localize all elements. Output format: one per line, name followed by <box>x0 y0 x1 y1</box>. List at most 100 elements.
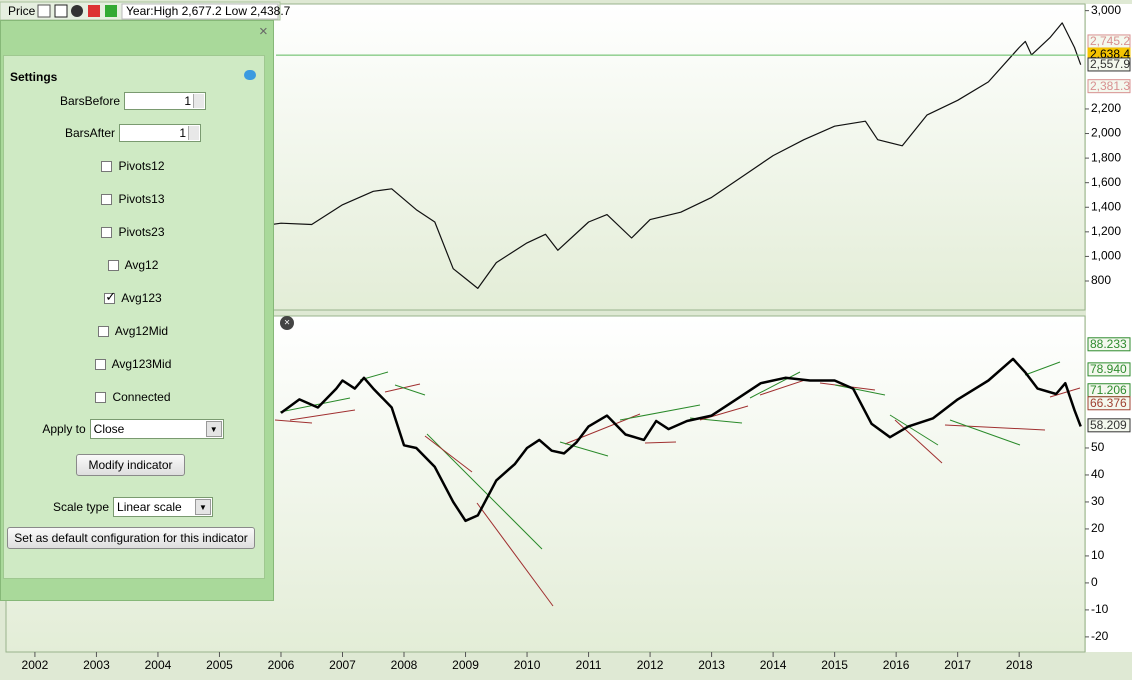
x-tick-label: 2008 <box>391 658 418 672</box>
field-label: BarsBefore <box>59 94 121 108</box>
y-tick-label: 1,800 <box>1091 150 1121 164</box>
checkbox[interactable] <box>101 226 113 238</box>
y-tick-label: 40 <box>1091 467 1105 481</box>
indicator-close[interactable] <box>280 316 294 330</box>
y-tick-label: 20 <box>1091 521 1105 535</box>
value-label: 58.209 <box>1090 418 1127 432</box>
field-row: BarsBefore 1 <box>1 91 265 111</box>
checkbox-row: Avg12Mid <box>1 323 265 339</box>
x-tick-label: 2017 <box>944 658 971 672</box>
checkbox[interactable] <box>101 160 113 172</box>
x-tick-label: 2015 <box>821 658 848 672</box>
value-label: 66.376 <box>1090 396 1127 410</box>
checkbox-row: ✓ Avg123 <box>1 289 265 306</box>
value-axis-area <box>1086 4 1132 652</box>
x-tick-label: 2003 <box>83 658 110 672</box>
panel-close[interactable]: × <box>259 23 268 40</box>
scale-label: Scale type <box>52 500 110 514</box>
toolbar-label: Price <box>8 4 36 18</box>
checkbox[interactable] <box>95 391 107 403</box>
spin-input[interactable]: 1 <box>119 124 201 142</box>
check-mark: ✓ <box>105 288 117 304</box>
checkbox[interactable] <box>107 259 119 271</box>
y-tick-label: 800 <box>1091 273 1111 287</box>
value-label-box <box>1087 337 1131 352</box>
x-tick-label: 2010 <box>514 658 541 672</box>
y-tick-label: -10 <box>1091 602 1109 616</box>
value-label: 2,381.3 <box>1090 79 1130 93</box>
checkbox-row: Pivots23 <box>1 224 265 240</box>
x-tick-label: 2006 <box>268 658 295 672</box>
x-tick-label: 2018 <box>1006 658 1033 672</box>
y-tick-label: 1,000 <box>1091 249 1121 263</box>
value-label: 2,557.9 <box>1090 57 1130 71</box>
checkbox[interactable] <box>94 358 106 370</box>
checkbox-label: Avg12Mid <box>114 324 169 338</box>
indicator-close-x: × <box>284 318 290 329</box>
y-tick-label: -20 <box>1091 629 1109 643</box>
y-tick-label: 3,000 <box>1091 3 1121 17</box>
up-icon[interactable] <box>105 5 117 17</box>
checkbox-label: Avg12 <box>124 258 159 272</box>
checkbox[interactable] <box>97 325 109 337</box>
y-tick-label: 30 <box>1091 494 1105 508</box>
value-label-box <box>1087 362 1131 377</box>
x-tick-label: 2004 <box>145 658 172 672</box>
settings-body <box>3 55 265 579</box>
value-label: 88.233 <box>1090 337 1127 351</box>
checkbox-row: Pivots12 <box>1 158 265 174</box>
default-button[interactable]: Set as default configuration for this in… <box>7 527 255 549</box>
x-tick-label: 2007 <box>329 658 356 672</box>
x-tick-label: 2016 <box>883 658 910 672</box>
checkbox-label: Pivots13 <box>118 192 165 206</box>
checkbox-label: Pivots12 <box>118 159 165 173</box>
value-label: 71.206 <box>1090 383 1127 397</box>
window-icon[interactable] <box>54 4 68 18</box>
settings-title: Settings <box>10 70 58 84</box>
checkbox-row: Pivots13 <box>1 191 265 207</box>
value-label: 78.940 <box>1090 362 1127 376</box>
checkbox-label: Pivots23 <box>118 225 165 239</box>
field-row: BarsAfter 1 <box>1 123 265 143</box>
value-label-box <box>1087 57 1131 72</box>
apply-label: Apply to <box>42 422 86 436</box>
trend-lines <box>274 361 1081 607</box>
y-tick-label: 1,200 <box>1091 224 1121 238</box>
modify-button[interactable]: Modify indicator <box>76 454 185 476</box>
checkbox[interactable] <box>101 193 113 205</box>
settings-panel: × Settings BarsBefore 1 BarsAfter 1 Pivots12… <box>0 20 274 601</box>
x-tick-label: 2002 <box>22 658 49 672</box>
y-tick-label: 1,400 <box>1091 199 1121 213</box>
down-icon[interactable] <box>88 5 100 17</box>
checkbox-row: Avg123Mid <box>1 356 265 372</box>
toolbar-info: Year:High 2,677.2 Low 2,438.7 <box>126 4 291 18</box>
value-label-box <box>1087 79 1131 94</box>
settings-icon[interactable] <box>37 4 51 18</box>
y-tick-label: 10 <box>1091 548 1105 562</box>
y-tick-label: 2,200 <box>1091 101 1121 115</box>
scale-select[interactable]: Linear scale <box>113 497 214 517</box>
checkbox-row: Avg12 <box>1 257 265 273</box>
y-tick-label: 2,000 <box>1091 126 1121 140</box>
checkbox-label: Avg123 <box>121 291 162 305</box>
info-box <box>121 3 279 20</box>
apply-select[interactable]: Close <box>89 419 224 439</box>
x-tick-label: 2005 <box>206 658 233 672</box>
spin-input[interactable]: 1 <box>124 92 207 110</box>
y-tick-label: 50 <box>1091 440 1105 454</box>
checkbox[interactable]: ✓ <box>104 289 116 304</box>
x-tick-label: 2011 <box>576 658 602 672</box>
value-label-box <box>1087 418 1131 433</box>
x-tick-label: 2014 <box>760 658 787 672</box>
data-line <box>34 22 1082 289</box>
checkbox-label: Connected <box>112 390 171 404</box>
data-line <box>280 357 1082 523</box>
checkbox-row: Connected <box>1 389 265 405</box>
value-label-box <box>1087 396 1131 411</box>
x-tick-label: 2012 <box>637 658 664 672</box>
help-icon[interactable] <box>244 70 256 80</box>
close-icon[interactable] <box>71 5 83 17</box>
field-label: BarsAfter <box>64 126 115 140</box>
